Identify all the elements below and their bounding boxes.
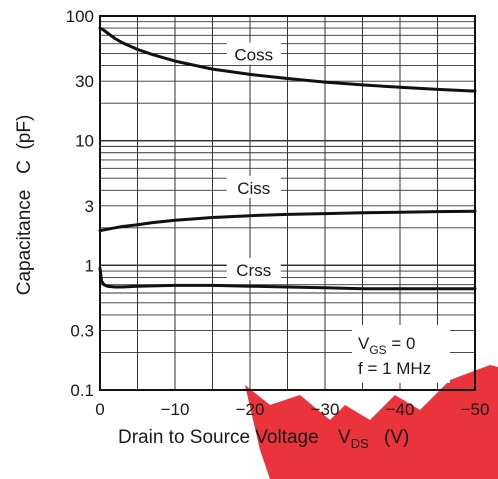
curve-label-background: [226, 175, 281, 198]
x-axis-label: Drain to Source Voltage VDS (V): [118, 427, 409, 453]
x-axis-unit: (V): [384, 427, 409, 448]
curve-label-crss: Crss: [236, 261, 271, 280]
watermark-shape: [245, 365, 498, 479]
y-tick-label: 3: [85, 197, 94, 216]
watermark-logo: [245, 365, 498, 479]
curve-label-ciss: Ciss: [237, 179, 270, 198]
curve-label-background: [226, 42, 281, 65]
x-tick-label: −40: [386, 400, 415, 419]
x-tick-label: 0: [95, 400, 104, 419]
curve-labels: Coss Ciss Crss: [226, 42, 281, 281]
y-tick-label: 10: [75, 132, 94, 151]
conditions-box: [352, 325, 450, 383]
series-ciss-line: [98, 209, 477, 233]
curve-label-coss: Coss: [234, 46, 273, 65]
y-tick-label: 30: [75, 72, 94, 91]
curves: [98, 26, 477, 291]
x-axis-symbol: V: [338, 427, 351, 448]
series-crss-line: [98, 266, 477, 291]
curve-label-background: [226, 258, 281, 281]
x-tick-labels: 0 −10 −20 −30 −40 −50: [95, 400, 489, 419]
y-tick-label: 1: [85, 256, 94, 275]
condition-vgs: VGS = 0: [358, 334, 416, 357]
series-coss-line: [98, 26, 477, 93]
x-axis-symbol-sub: DS: [351, 436, 369, 451]
x-tick-label: −20: [236, 400, 265, 419]
x-tick-label: −10: [161, 400, 190, 419]
plot-frame: [99, 15, 476, 391]
x-tick-label: −30: [311, 400, 340, 419]
x-axis-label-text: Drain to Source Voltage: [118, 427, 319, 448]
x-tick-label: −50: [461, 400, 490, 419]
y-axis-label: Capacitance C (pF): [14, 115, 35, 296]
y-tick-label: 0.1: [70, 381, 94, 400]
y-tick-label: 0.3: [70, 322, 94, 341]
y-tick-label: 100: [66, 7, 94, 26]
y-tick-labels: 0.1 0.3 1 3 10 30 100: [66, 7, 94, 400]
condition-frequency: f = 1 MHz: [358, 359, 431, 378]
